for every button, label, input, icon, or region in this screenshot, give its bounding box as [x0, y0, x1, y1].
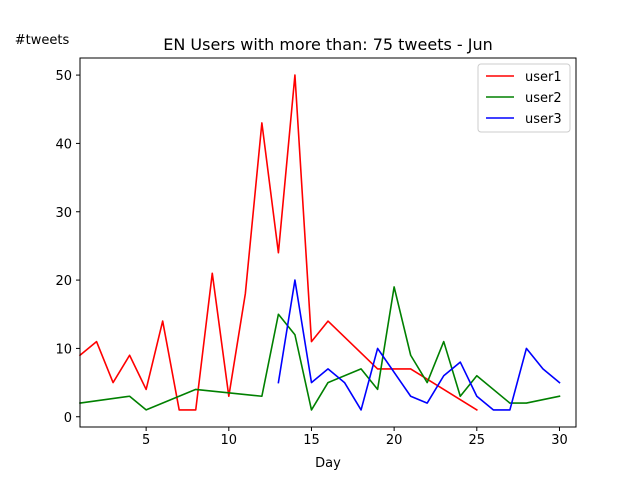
legend-label-user2: user2 — [525, 91, 562, 106]
y-tick-label: 40 — [55, 137, 72, 152]
x-tick-label: 20 — [386, 433, 403, 448]
x-tick-label: 5 — [142, 433, 150, 448]
legend-label-user1: user1 — [525, 70, 562, 85]
chart-title: EN Users with more than: 75 tweets - Jun — [163, 35, 493, 54]
plot-frame — [79, 57, 577, 428]
ticks-layer: 5 10 15 20 25 30 0 10 20 30 40 50 — [55, 69, 567, 448]
series-line-user3 — [277, 279, 561, 411]
y-tick-label: 50 — [55, 69, 72, 84]
legend-box — [477, 63, 571, 133]
x-tick-label: 10 — [221, 433, 238, 448]
y-tick-label: 30 — [55, 206, 72, 221]
y-tick-label: 20 — [55, 274, 72, 289]
y-tick-label: 0 — [64, 411, 72, 426]
y-tick-label: 10 — [55, 342, 72, 357]
x-axis-label: Day — [315, 456, 341, 471]
x-tick-label: 30 — [551, 433, 568, 448]
x-tick-label: 25 — [469, 433, 486, 448]
series-line-user1 — [78, 74, 478, 412]
legend-label-user3: user3 — [525, 112, 562, 127]
series-layer — [78, 74, 561, 412]
legend[interactable]: user1 user2 user3 — [477, 63, 571, 133]
y-axis-label: #tweets — [15, 33, 70, 48]
x-tick-label: 15 — [303, 433, 320, 448]
series-line-user2 — [79, 286, 561, 411]
